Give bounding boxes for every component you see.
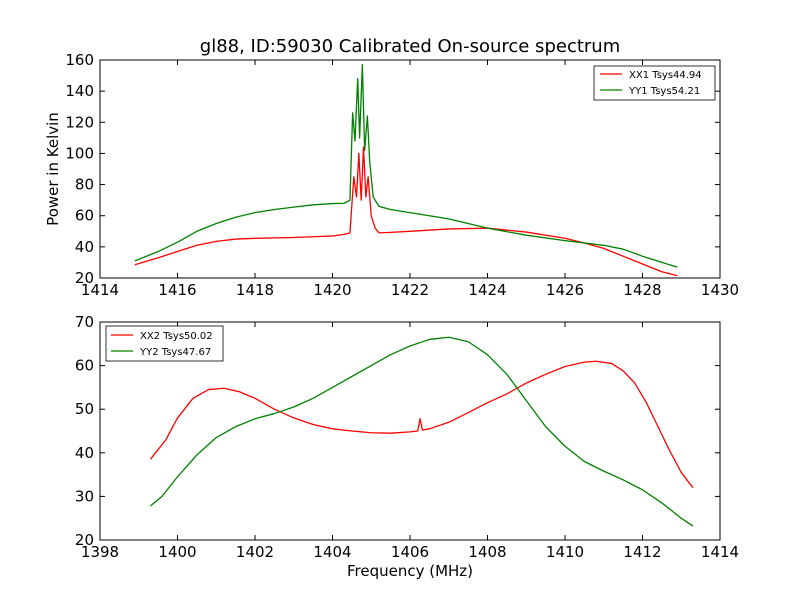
bottom-plot-legend: XX2 Tsys50.02 YY2 Tsys47.67 [105, 325, 224, 362]
bottom-plot: Frequency (MHz) 1398 1400 1402 1404 1406 1408… [75, 313, 739, 580]
top-y-tick-label: 20 [75, 269, 94, 287]
top-plot-series [134, 64, 678, 277]
top-x-tick-label: 1428 [623, 281, 661, 299]
top-plot-ticks: 1414 1416 1418 1420 1422 1424 1426 1428 1430 20 40… [65, 51, 739, 299]
top-y-tick-label: 160 [65, 51, 94, 69]
top-plot-y-axis-label: Power in Kelvin [44, 112, 62, 226]
top-y-tick-label: 60 [75, 207, 94, 225]
bottom-legend-label-xx2: XX2 Tsys50.02 [140, 331, 213, 342]
top-y-tick-label: 120 [65, 113, 94, 131]
bottom-x-tick-label: 1408 [468, 543, 506, 561]
top-x-tick-label: 1424 [468, 281, 506, 299]
bottom-plot-frame [99, 321, 721, 541]
top-legend-label-yy1: YY1 Tsys54.21 [628, 86, 700, 97]
top-plot: gl88, ID:59030 Calibrated On-source spec… [44, 36, 739, 299]
bottom-x-tick-label: 1410 [546, 543, 584, 561]
top-y-tick-label: 40 [75, 238, 94, 256]
top-x-tick-label: 1422 [391, 281, 429, 299]
bottom-y-tick-label: 70 [75, 313, 94, 331]
top-x-tick-label: 1416 [158, 281, 196, 299]
bottom-plot-x-axis-label: Frequency (MHz) [347, 562, 473, 580]
bottom-x-tick-label: 1412 [623, 543, 661, 561]
top-plot-legend: XX1 Tsys44.94 YY1 Tsys54.21 [593, 65, 716, 101]
bottom-y-tick-label: 60 [75, 357, 94, 375]
top-x-tick-label: 1426 [546, 281, 584, 299]
top-x-tick-label: 1420 [313, 281, 351, 299]
bottom-x-tick-label: 1404 [313, 543, 351, 561]
bottom-plot-series [149, 336, 694, 527]
bottom-y-tick-label: 40 [75, 444, 94, 462]
bottom-x-tick-label: 1414 [701, 543, 739, 561]
bottom-y-tick-label: 50 [75, 400, 94, 418]
top-series-line-yy [134, 64, 678, 268]
top-x-tick-label: 1418 [236, 281, 274, 299]
top-legend-box [593, 65, 716, 101]
top-y-tick-label: 80 [75, 176, 94, 194]
bottom-y-tick-label: 20 [75, 531, 94, 549]
bottom-plot-ticks: 1398 1400 1402 1404 1406 1408 1410 1412 1414 20 30… [75, 313, 739, 561]
bottom-series-line-yy [149, 336, 694, 527]
bottom-x-tick-label: 1406 [391, 543, 429, 561]
bottom-x-tick-label: 1402 [236, 543, 274, 561]
bottom-legend-box [105, 325, 224, 362]
bottom-x-tick-label: 1398 [81, 543, 119, 561]
bottom-y-tick-label: 30 [75, 487, 94, 505]
top-x-tick-label: 1414 [81, 281, 119, 299]
top-legend-label-xx1: XX1 Tsys44.94 [629, 70, 702, 81]
bottom-series-line-xx [149, 360, 694, 489]
bottom-legend-label-yy2: YY2 Tsys47.67 [139, 347, 211, 358]
bottom-x-tick-label: 1400 [158, 543, 196, 561]
top-series-line-xx [134, 146, 678, 277]
top-x-tick-label: 1430 [701, 281, 739, 299]
top-y-tick-label: 100 [65, 144, 94, 162]
top-plot-frame [99, 59, 721, 279]
top-y-tick-label: 140 [65, 82, 94, 100]
top-plot-title: gl88, ID:59030 Calibrated On-source spec… [200, 36, 620, 57]
